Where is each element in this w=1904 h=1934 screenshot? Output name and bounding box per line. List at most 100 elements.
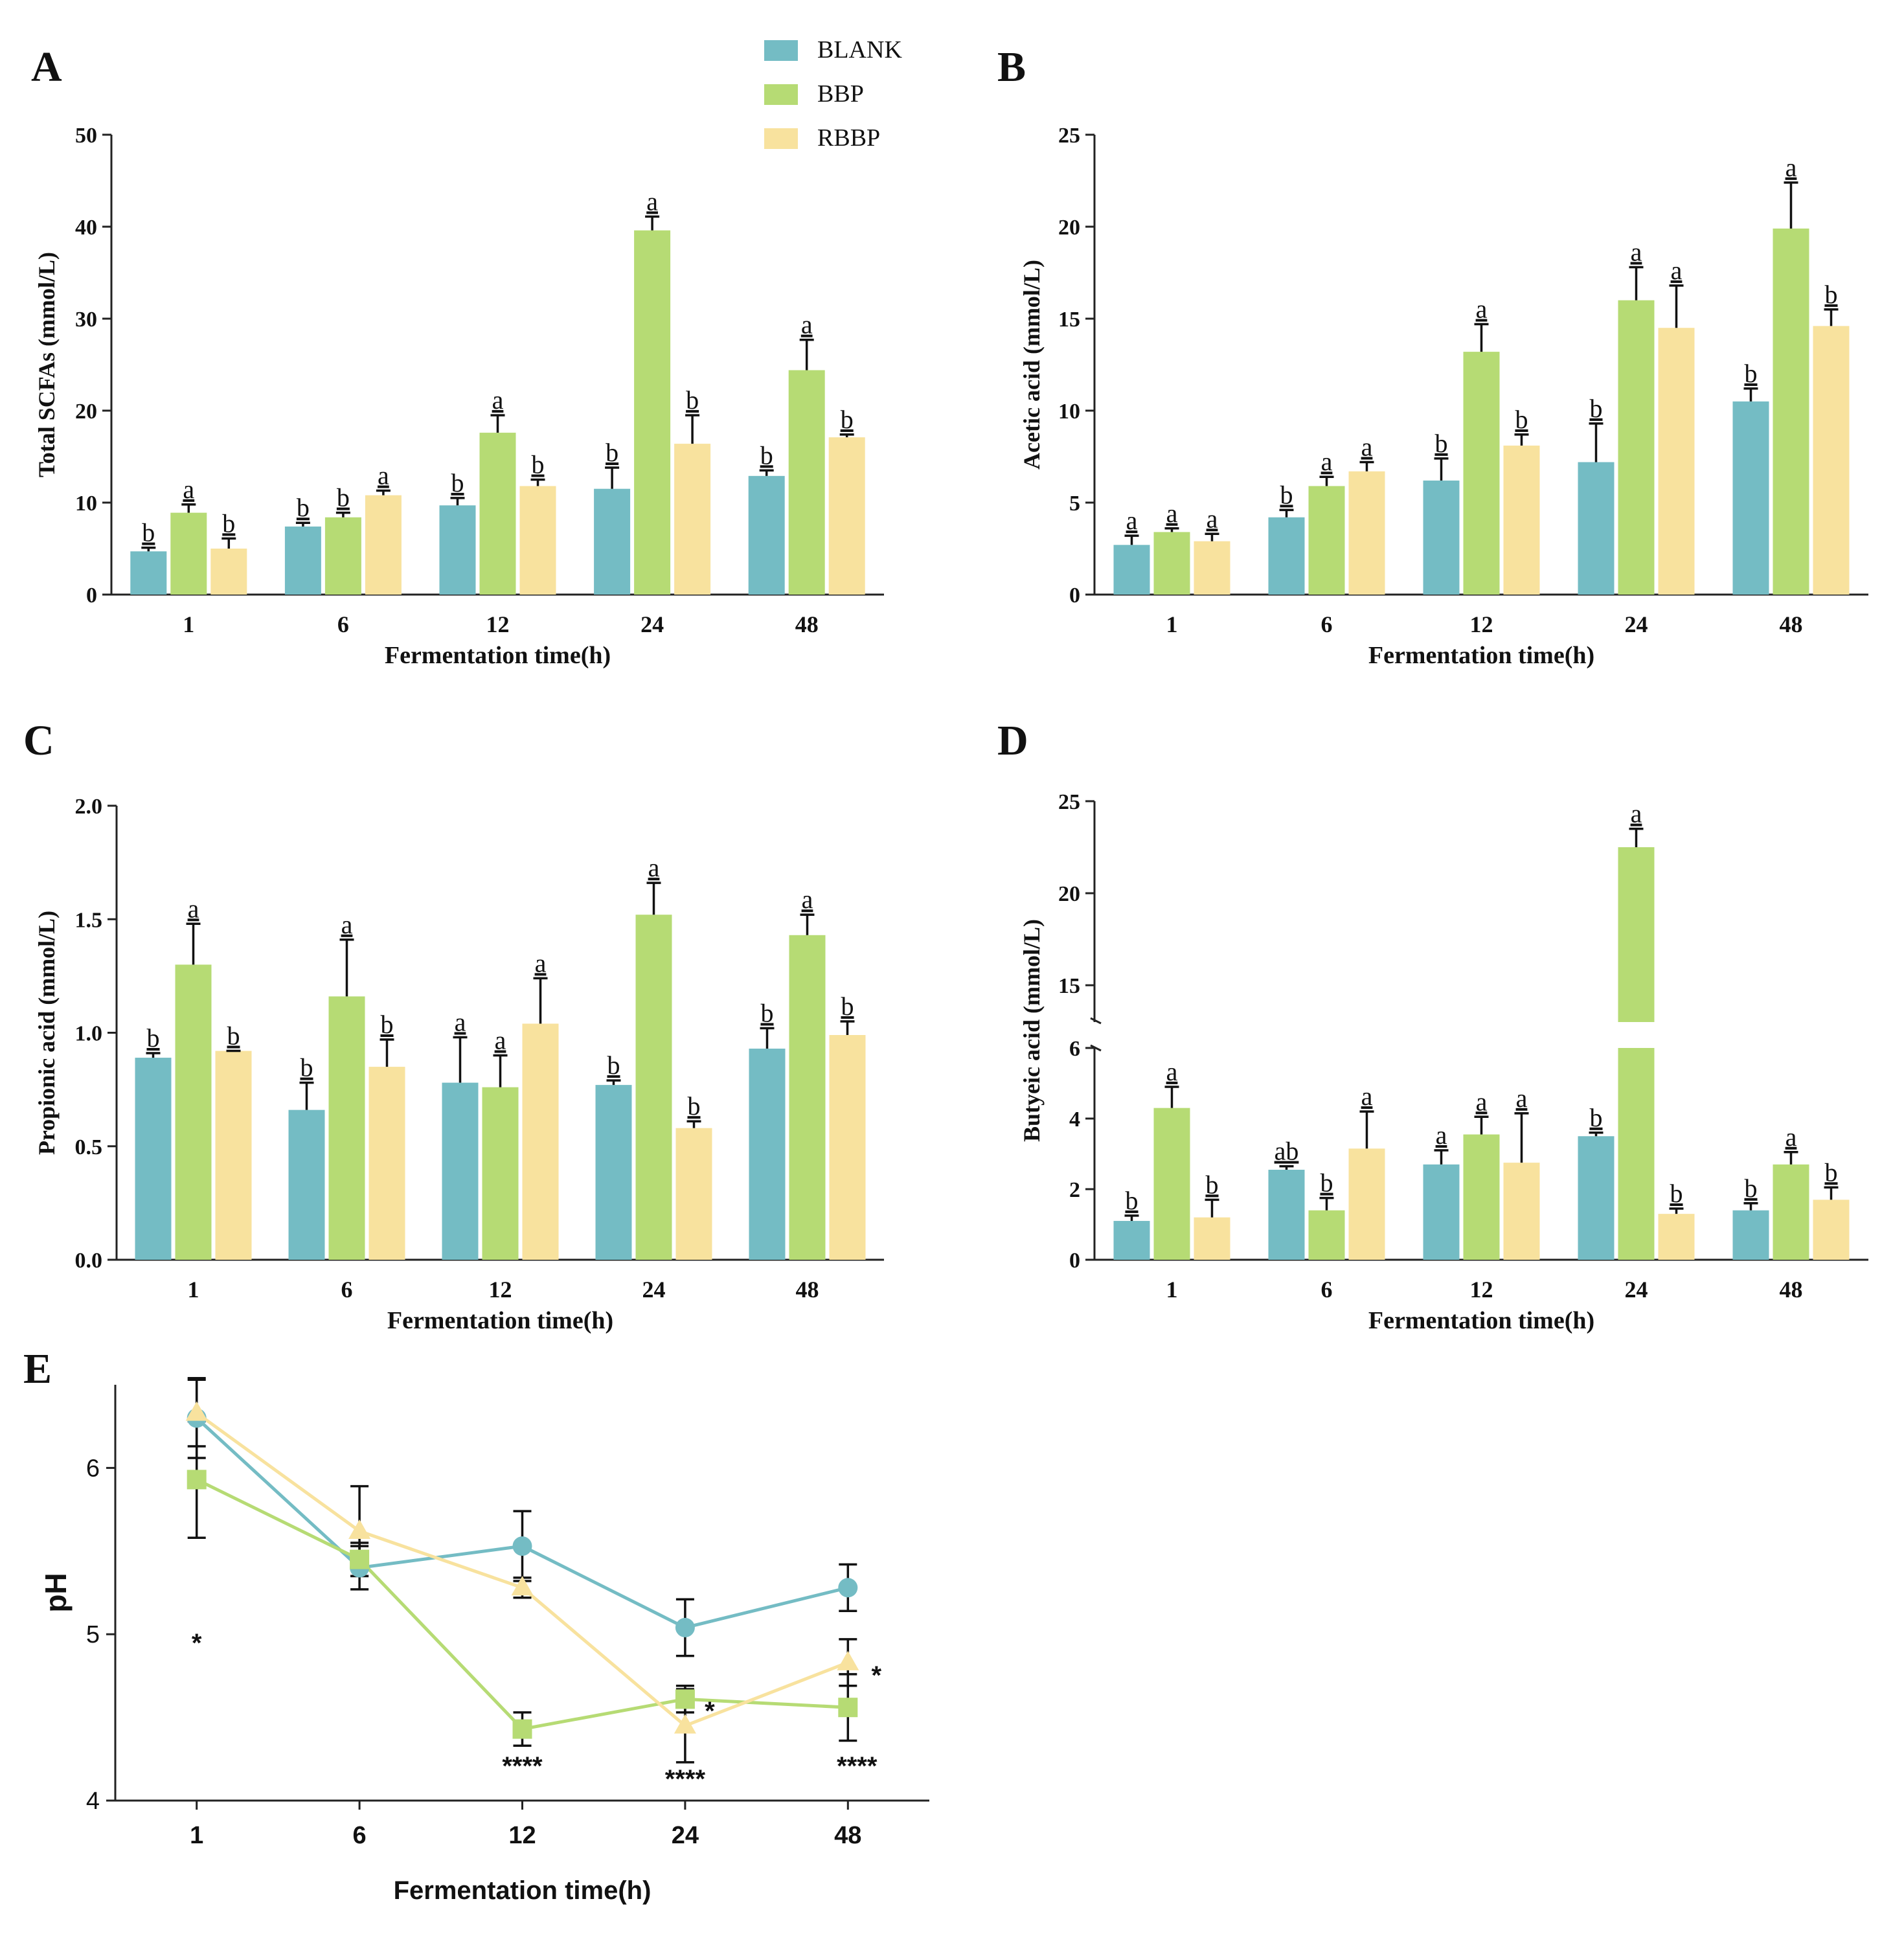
significance-letter-blank: b: [297, 493, 310, 522]
x-axis-title: Fermentation time(h): [385, 642, 611, 669]
significance-letter-bbp: a: [188, 894, 199, 923]
y-axis-title: Propionic acid (mmol/L): [34, 911, 60, 1155]
y-tick-label: 4: [86, 1788, 100, 1815]
x-tick-label: 48: [1780, 611, 1803, 637]
y-axis-title: Total SCFAs (mmol/L): [34, 252, 60, 477]
y-tick-label: 6: [1069, 1037, 1080, 1061]
legend-label-bbp: BBP: [817, 80, 864, 108]
significance-letter-bbp: a: [1321, 447, 1333, 476]
bar-blank: [1113, 545, 1150, 595]
bar-bbp: [788, 370, 825, 595]
x-tick-label: 48: [795, 611, 819, 637]
data-point-bbp: [675, 1689, 695, 1709]
bar-rbbp: [1658, 1214, 1695, 1260]
y-tick-label: 5: [1069, 492, 1080, 516]
bar-bbp: [328, 996, 365, 1260]
data-point-rbbp: [837, 1650, 859, 1670]
significance-letter-blank: b: [761, 998, 774, 1027]
significance-letter-bbp: a: [1476, 1087, 1488, 1116]
x-tick-label: 6: [337, 611, 349, 637]
significance-letter-rbbp: b: [841, 405, 854, 434]
significance-stars-bbp: ****: [502, 1752, 543, 1780]
x-tick-label: 6: [353, 1822, 367, 1849]
panel-label-e: E: [23, 1345, 52, 1393]
bar-rbbp: [1194, 541, 1230, 595]
y-axis-title: pH: [39, 1573, 73, 1612]
bar-bbp: [1773, 1164, 1809, 1260]
bar-bbp-upper: [1618, 847, 1655, 1022]
significance-letter-rbbp: b: [1515, 405, 1528, 434]
data-point-blank: [675, 1617, 695, 1637]
bar-blank: [1268, 1170, 1305, 1260]
bar-bbp: [634, 230, 671, 595]
data-point-bbp: [187, 1470, 207, 1490]
significance-letter-bbp: b: [337, 483, 350, 512]
y-tick-label: 20: [1058, 882, 1080, 906]
bar-rbbp: [1348, 1148, 1385, 1260]
x-tick-label: 24: [672, 1822, 699, 1849]
y-tick-label: 25: [1058, 124, 1080, 148]
bar-blank: [442, 1082, 479, 1260]
data-point-blank: [838, 1578, 858, 1598]
significance-stars-bbp: *: [192, 1629, 202, 1657]
significance-letter-bbp: a: [1166, 1057, 1178, 1086]
data-point-blank: [512, 1536, 532, 1556]
panel-label-b: B: [997, 43, 1026, 91]
significance-letter-rbbp: b: [688, 1091, 701, 1121]
y-tick-label: 25: [1058, 790, 1080, 814]
significance-letter-bbp: a: [648, 853, 660, 882]
y-tick-label: 2: [1069, 1178, 1080, 1202]
x-tick-label: 6: [1321, 1277, 1333, 1303]
x-axis-title: Fermentation time(h): [387, 1307, 613, 1334]
significance-letter-bbp: a: [1631, 799, 1642, 828]
x-tick-label: 12: [489, 1277, 512, 1303]
y-tick-label: 1.0: [75, 1022, 103, 1046]
x-tick-label: 48: [796, 1277, 819, 1303]
significance-letter-rbbp: b: [686, 385, 699, 415]
x-tick-label: 12: [1470, 611, 1493, 637]
bar-rbbp: [365, 495, 402, 595]
significance-letter-blank: a: [455, 1008, 466, 1037]
data-point-rbbp: [511, 1576, 534, 1596]
bar-bbp: [1463, 352, 1500, 595]
significance-letter-blank: b: [1126, 1186, 1139, 1215]
bar-bbp: [1153, 532, 1190, 595]
bar-rbbp: [674, 444, 711, 595]
significance-letter-blank: b: [300, 1053, 313, 1082]
bar-bbp-lower: [1618, 1048, 1655, 1260]
bar-blank: [749, 1049, 786, 1260]
x-tick-label: 12: [486, 611, 510, 637]
y-tick-label: 10: [75, 492, 97, 516]
bar-blank: [1578, 462, 1615, 595]
y-tick-label: 0.5: [75, 1135, 103, 1159]
significance-letter-rbbp: b: [1206, 1170, 1219, 1199]
bar-bbp: [482, 1087, 519, 1260]
bar-bbp: [1618, 300, 1655, 595]
panel-label-d: D: [997, 717, 1028, 764]
y-tick-label: 0: [1069, 1249, 1080, 1273]
legend-label-rbbp: RBBP: [817, 124, 880, 152]
y-tick-label: 10: [1058, 400, 1080, 424]
bar-blank: [594, 488, 631, 595]
significance-letter-rbbp: a: [1361, 433, 1373, 462]
x-tick-label: 1: [183, 611, 194, 637]
significance-letter-blank: a: [1126, 506, 1138, 535]
significance-letter-bbp: a: [801, 310, 813, 339]
significance-letter-bbp: a: [183, 475, 194, 504]
bar-rbbp: [1503, 445, 1540, 595]
x-tick-label: 24: [1625, 1277, 1648, 1303]
bar-blank: [1268, 517, 1305, 595]
bar-blank: [595, 1085, 632, 1260]
significance-letter-rbbp: a: [1361, 1082, 1373, 1111]
significance-letter-bbp: a: [1166, 499, 1178, 528]
bar-bbp: [1153, 1108, 1190, 1260]
y-tick-label: 2.0: [75, 795, 103, 819]
significance-letter-blank: b: [1745, 359, 1758, 388]
panel-label-c: C: [23, 717, 54, 764]
data-point-rbbp: [674, 1714, 696, 1734]
y-tick-label: 0.0: [75, 1249, 103, 1273]
